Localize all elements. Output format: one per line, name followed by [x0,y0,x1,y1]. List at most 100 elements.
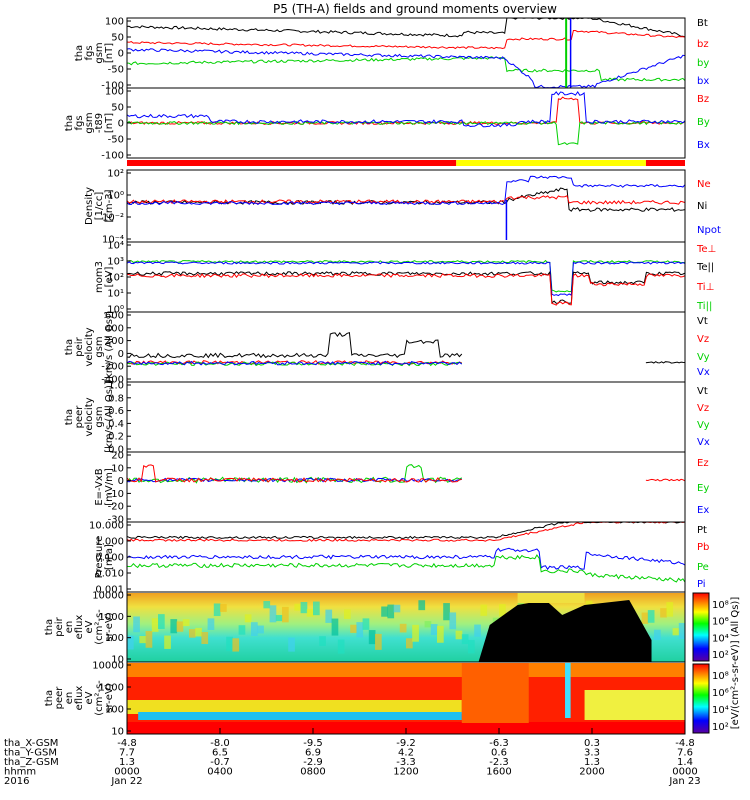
x-tick-label: 0800 [300,767,325,778]
ti-perp-line [126,261,686,297]
vx-ion-line [126,360,463,366]
ion-spectrogram-cell [213,603,221,617]
ion-spectrogram-cell [244,614,252,623]
y-axis-label: eV [84,620,95,633]
ion-spectrogram-cell [362,618,370,630]
y-axis-label: [nPa] [104,544,115,570]
x-tick-label: 0.6 [491,748,507,759]
legend-entry: Ti⊥ [696,282,714,293]
ion-spectrogram-cell [275,615,283,622]
y-axis-label: en [64,692,75,705]
y-axis-label: velocity [84,327,95,366]
y-tick-label: 10¹ [107,289,124,300]
bx-line [126,48,686,89]
ion-spectrogram-cell [263,601,271,609]
y-axis-label: [km/s (All Qs)] [104,311,115,383]
ion-spectrogram-cell [337,639,345,654]
vt-ion-line-late [645,361,686,364]
ion-spectrogram-cell [158,614,165,629]
colorbar-tick-label: 10² [712,650,729,661]
y-axis-label: Pressure [94,536,105,579]
y-axis-label: [1/cc] [94,192,105,221]
ion-spectrogram-cell [678,622,685,640]
legend-entry: Bz [697,94,709,105]
x-tick-label: 0.3 [584,738,600,749]
y-axis-label: eflux [74,615,85,640]
legend-entry: bx [697,76,709,87]
ion-spectrogram-cell [325,609,333,623]
x-tick-label: 0400 [207,767,232,778]
npot-line [126,175,686,206]
colorbar [692,592,710,662]
y-axis-label: mom3 [94,261,105,293]
ni-line [126,187,686,212]
y-tick-label: 10 [111,727,124,738]
x-tick-label: 1.4 [677,757,693,768]
ez-line-late [645,478,686,482]
y-axis-label: [nT] [104,43,115,63]
ion-spectrogram-cell [437,625,444,643]
ion-spectrogram-cell [319,636,326,646]
ion-spectrogram-cell [201,632,209,644]
legend-entry: Bt [697,18,708,29]
x-tick-label: -6.3 [489,738,509,749]
x-tick-label: Jan 22 [110,776,142,787]
y-axis-label: velocity [84,397,95,436]
by-resid-line [126,120,686,146]
legend-entry: Vt [697,316,708,327]
ion-spectrogram-cell [387,604,395,619]
ion-spectrogram-cell [424,621,432,628]
legend-entry: Pi [697,579,706,590]
y-axis-label: peer [54,686,65,710]
x-row-label: 2016 [4,776,29,787]
legend-entry: Vy [697,420,710,431]
ion-spectrogram-cell [176,621,184,632]
ion-spectrogram-cell [313,601,320,616]
y-tick-label: 0.0 [108,445,124,456]
x-tick-label: -9.5 [303,738,323,749]
pe-line [126,554,686,583]
ion-spectrogram-cell [288,637,295,652]
x-tick-label: 1.3 [119,757,135,768]
ion-spectrogram-cell [399,623,407,633]
status-bar-yellow [456,160,646,166]
ion-spectrogram-cell [654,629,661,641]
y-tick-label: -100 [101,151,124,162]
status-bar-red-late [645,160,685,166]
y-tick-label: 10³ [107,257,124,268]
ion-spectrogram-cell [226,636,233,652]
panel-frame [126,381,686,453]
y-tick-label: 10⁻² [102,213,124,224]
x-tick-label: Jan 23 [668,776,700,787]
ion-spectrogram-cell [195,627,202,637]
x-tick-label: -9.2 [396,738,416,749]
x-tick-label: -3.3 [396,757,416,768]
y-axis-label: sr-eV) [104,612,115,641]
y-tick-label: -400 [101,375,124,386]
ion-spectrogram-cell [647,610,655,623]
y-tick-label: 100 [105,17,124,28]
y-tick-label: 10² [107,273,124,284]
x-tick-label: 1200 [393,767,418,778]
page-title: P5 (TH-A) fields and ground moments over… [273,2,557,16]
y-tick-label: -50 [108,65,124,76]
y-tick-label: 0 [118,349,124,360]
x-tick-label: -4.8 [675,738,695,749]
y-tick-label: 10⁻⁴ [102,235,124,246]
y-tick-label: 100 [105,705,124,716]
y-tick-label: -100 [101,81,124,92]
ele-spectrogram-low [138,712,462,720]
ion-spectrogram-cell [418,600,426,611]
x-tick-label: 3.3 [584,748,600,759]
legend-entry: Pe [697,562,709,573]
y-axis-label: gsm [94,42,105,63]
ion-spectrogram-cell [170,619,178,634]
colorbar-tick-label: 10⁶ [712,617,729,628]
y-axis-label: eV [84,691,95,704]
y-tick-label: -10 [108,489,124,500]
legend-entry: Ez [697,458,709,469]
legend-entry: Bx [697,140,710,151]
legend-entry: Vx [697,367,710,378]
colorbar-tick-label: 10² [712,722,729,733]
ion-spectrogram-cell [331,618,339,636]
